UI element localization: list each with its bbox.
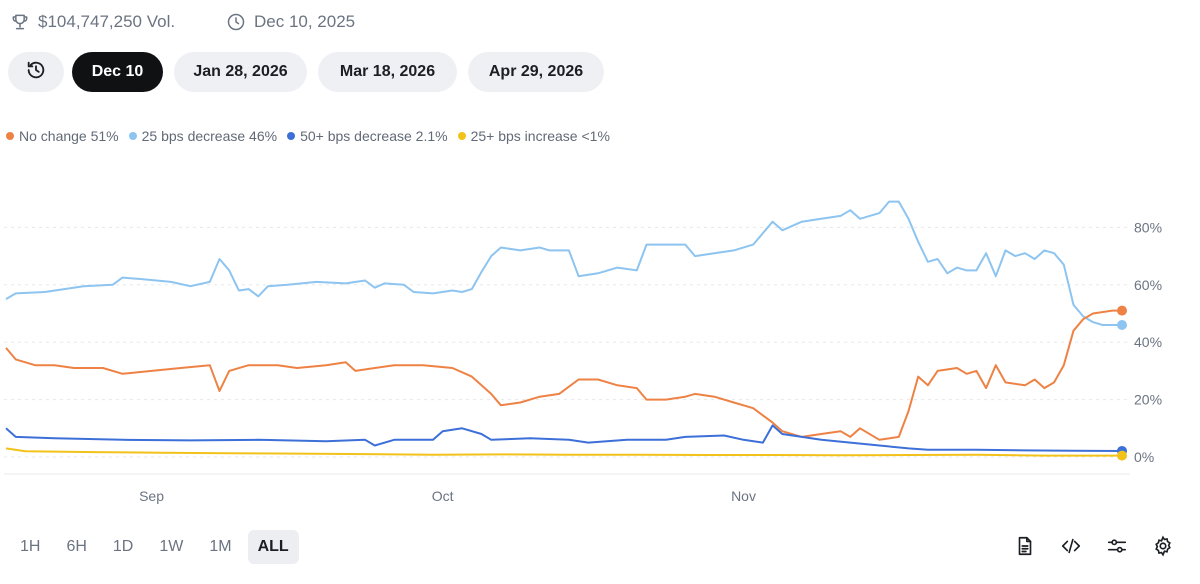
legend-item-no-change[interactable]: No change 51% (6, 128, 119, 144)
y-tick-label: 40% (1134, 334, 1162, 350)
legend-item-25-bps-decrease[interactable]: 25 bps decrease 46% (128, 128, 278, 144)
market-meta-bar: $104,747,250 Vol. Dec 10, 2025 (0, 0, 1200, 42)
series-line-25-bps-increase (5, 447, 1122, 457)
range-1h[interactable]: 1H (20, 538, 41, 555)
chart-legend: No change 51% 25 bps decrease 46% 50+ bp… (6, 128, 610, 144)
settings-gear-icon[interactable] (1150, 533, 1176, 559)
history-icon (25, 59, 47, 86)
legend-item-50-bps-decrease[interactable]: 50+ bps decrease 2.1% (287, 128, 448, 144)
volume-text: $104,747,250 Vol. (38, 12, 176, 31)
y-tick-label: 60% (1134, 277, 1162, 293)
history-button[interactable] (8, 52, 64, 92)
range-1m[interactable]: 1M (209, 538, 232, 555)
series-line-no-change (5, 309, 1122, 441)
probability-line-chart[interactable]: 0% 20% 40% 60% 80% Sep Oct Nov (0, 150, 1200, 510)
tab-jan-28-2026[interactable]: Jan 28, 2026 (174, 52, 307, 92)
time-range-selector: 1H 6H 1D 1W 1M ALL (10, 530, 299, 564)
legend-dot (457, 132, 466, 140)
x-tick-label: Sep (139, 488, 164, 504)
legend-label: 50+ bps decrease 2.1% (300, 128, 448, 144)
sliders-icon[interactable] (1104, 533, 1130, 559)
x-tick-label: Oct (432, 488, 454, 504)
end-date-meta: Dec 10, 2025 (226, 12, 355, 32)
range-all[interactable]: ALL (247, 530, 299, 564)
trophy-icon (10, 12, 30, 32)
series-line-50-bps-decrease (5, 424, 1123, 452)
x-tick-label: Nov (731, 488, 756, 504)
range-1d[interactable]: 1D (112, 538, 134, 555)
tab-mar-18-2026[interactable]: Mar 18, 2026 (318, 52, 457, 92)
range-1w[interactable]: 1W (159, 538, 184, 555)
legend-item-25-bps-increase[interactable]: 25+ bps increase <1% (457, 128, 610, 144)
y-tick-label: 80% (1134, 219, 1162, 235)
series-line-25-bps-decrease (5, 200, 1122, 326)
y-tick-label: 20% (1134, 392, 1162, 408)
embed-code-icon[interactable] (1058, 533, 1084, 559)
series-end-point-25-bps-decrease (1117, 319, 1127, 330)
end-date-text: Dec 10, 2025 (254, 12, 356, 31)
document-icon[interactable] (1012, 533, 1038, 559)
legend-dot (128, 132, 137, 140)
legend-label: 25 bps decrease 46% (141, 128, 278, 144)
legend-label: 25+ bps increase <1% (470, 128, 610, 144)
series-end-point-25-bps-increase (1117, 450, 1127, 461)
range-6h[interactable]: 6H (66, 538, 87, 555)
tab-dec-10[interactable]: Dec 10 (72, 52, 163, 92)
y-tick-label: 0% (1134, 449, 1154, 465)
series-end-point-no-change (1117, 305, 1127, 316)
legend-dot (287, 132, 296, 140)
legend-dot (6, 132, 14, 140)
clock-icon (226, 12, 246, 32)
legend-label: No change 51% (19, 128, 119, 144)
volume-meta: $104,747,250 Vol. (10, 12, 175, 32)
chart-tools (1012, 533, 1176, 559)
tab-apr-29-2026[interactable]: Apr 29, 2026 (468, 52, 604, 92)
